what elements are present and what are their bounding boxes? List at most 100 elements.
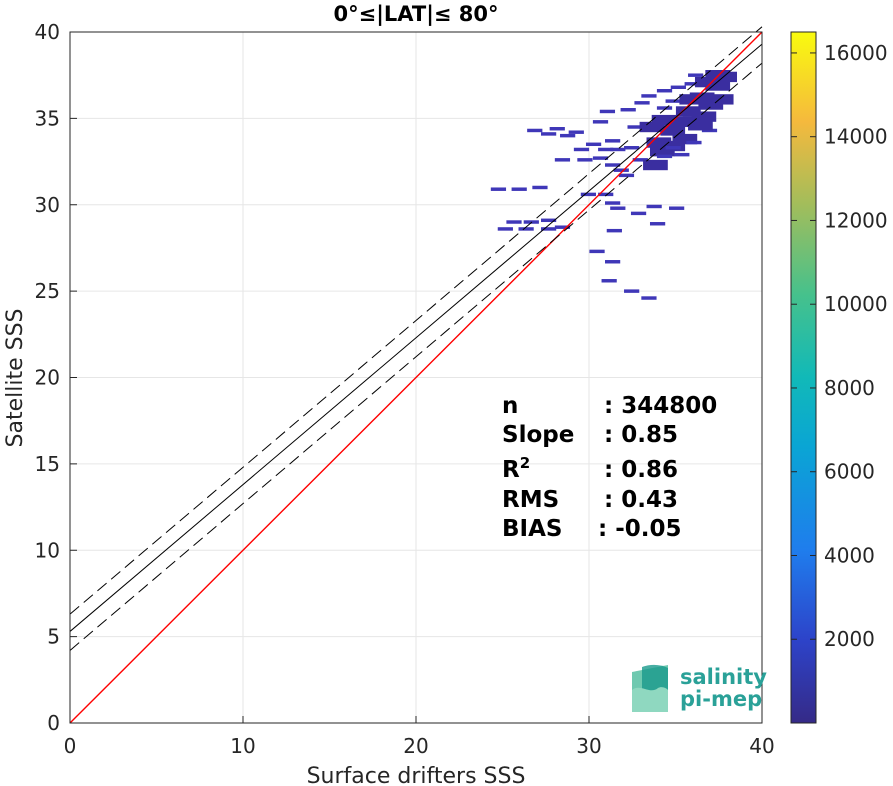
y-tick-label: 5 bbox=[47, 625, 60, 649]
density-cell bbox=[674, 152, 690, 157]
density-cell bbox=[630, 211, 647, 216]
density-cell bbox=[580, 192, 597, 197]
density-cell bbox=[605, 139, 621, 143]
density-cell bbox=[656, 89, 673, 93]
density-cell bbox=[592, 156, 609, 160]
density-cell bbox=[605, 163, 621, 167]
colorbar: 2000 4000 6000 8000 10000 12000 14000 16000 bbox=[790, 31, 888, 724]
colorbar-tick-label: 16000 bbox=[824, 41, 888, 65]
density-cell bbox=[527, 128, 543, 133]
line-identity bbox=[69, 31, 763, 724]
stat-label-slope: Slope bbox=[502, 422, 574, 448]
density-cell bbox=[605, 260, 621, 264]
stat-value-slope: : 0.85 bbox=[604, 422, 678, 448]
density-cell bbox=[689, 92, 715, 103]
density-cell bbox=[646, 137, 672, 148]
x-tick-label: 20 bbox=[403, 734, 428, 758]
colorbar-tick-label: 2000 bbox=[824, 627, 875, 651]
x-tick-label: 10 bbox=[230, 734, 255, 758]
logo-line1: salinity bbox=[680, 665, 767, 689]
y-tick-label: 15 bbox=[35, 452, 60, 476]
density-cell bbox=[649, 222, 666, 226]
density-cell bbox=[686, 140, 702, 145]
y-axis-label: Satellite SSS bbox=[3, 309, 28, 448]
density-cell bbox=[646, 204, 662, 209]
density-cell bbox=[643, 159, 668, 171]
colorbar-gradient bbox=[790, 31, 817, 724]
line-regression-fit bbox=[69, 43, 763, 632]
density-cell bbox=[540, 227, 557, 231]
density-cell bbox=[620, 108, 636, 112]
density-cell bbox=[506, 220, 522, 224]
stat-value-n: : 344800 bbox=[604, 393, 717, 419]
y-tick-label: 30 bbox=[35, 193, 60, 217]
density-cell bbox=[708, 94, 734, 105]
density-cell bbox=[610, 147, 626, 152]
density-cell bbox=[601, 279, 617, 283]
x-tick-labels: 0 10 20 30 40 bbox=[64, 734, 775, 758]
line-fit-std bbox=[69, 62, 763, 651]
density-cell bbox=[549, 127, 565, 131]
density-cell bbox=[624, 289, 640, 293]
y-tick-label: 40 bbox=[35, 20, 60, 44]
colorbar-ticks: 2000 4000 6000 8000 10000 12000 14000 16000 bbox=[791, 41, 888, 651]
density-cell bbox=[670, 85, 686, 90]
stat-label-n: n bbox=[502, 393, 518, 419]
density-cell bbox=[627, 125, 643, 129]
density-cell bbox=[518, 227, 534, 231]
density-cells bbox=[490, 70, 738, 300]
density-cell bbox=[672, 133, 698, 145]
logo-line2: pi-mep bbox=[680, 687, 762, 711]
density-cell bbox=[641, 94, 657, 98]
y-tick-labels: 0 5 10 15 20 25 30 35 40 bbox=[35, 20, 60, 735]
stat-label-bias: BIAS bbox=[502, 516, 562, 542]
density-cell bbox=[577, 158, 593, 162]
density-cell bbox=[599, 109, 616, 114]
density-cell bbox=[606, 228, 622, 233]
colorbar-tick-label: 8000 bbox=[824, 376, 875, 400]
density-cell bbox=[667, 116, 693, 128]
density-cell bbox=[532, 185, 548, 190]
density-cell bbox=[688, 73, 704, 77]
stat-value-r: : 0.86 bbox=[604, 457, 678, 483]
x-tick-label: 0 bbox=[64, 734, 77, 758]
density-cell bbox=[632, 158, 648, 162]
density-cell bbox=[688, 120, 713, 131]
fit-lines bbox=[69, 26, 763, 724]
density-cell bbox=[540, 218, 557, 223]
plot-frame bbox=[69, 31, 763, 724]
density-cell bbox=[589, 249, 605, 254]
density-cell bbox=[592, 120, 609, 124]
colorbar-tick-label: 12000 bbox=[824, 208, 888, 232]
density-cell bbox=[665, 99, 681, 103]
colorbar-tick-label: 6000 bbox=[824, 460, 875, 484]
density-cell bbox=[568, 130, 584, 134]
chart-title: 0°≤|LAT|≤ 80° bbox=[333, 2, 498, 27]
density-cell bbox=[540, 132, 557, 136]
density-cell bbox=[705, 80, 731, 91]
density-cell bbox=[665, 146, 681, 150]
colorbar-tick-label: 14000 bbox=[824, 125, 888, 149]
density-cell bbox=[598, 147, 614, 152]
line-fit-std bbox=[69, 26, 763, 615]
density-cell bbox=[660, 125, 686, 136]
y-tick-label: 10 bbox=[35, 538, 60, 562]
density-cell bbox=[613, 168, 629, 172]
density-cell bbox=[598, 192, 614, 197]
colorbar-tick-label: 4000 bbox=[824, 543, 875, 567]
density-cell bbox=[669, 206, 685, 210]
density-cell bbox=[497, 227, 513, 231]
density-cell bbox=[684, 82, 700, 86]
density-cell bbox=[490, 187, 507, 191]
x-axis-label: Surface drifters SSS bbox=[307, 764, 526, 786]
salinity-pi-mep-logo: salinity pi-mep bbox=[632, 664, 767, 712]
density-cell bbox=[610, 206, 626, 210]
logo-wave-front-icon bbox=[632, 687, 668, 712]
x-tick-label: 40 bbox=[749, 734, 774, 758]
stat-value-rms: : 0.43 bbox=[604, 487, 678, 513]
density-cell bbox=[705, 70, 731, 81]
density-cell bbox=[634, 101, 650, 105]
density-cell bbox=[618, 173, 635, 178]
density-cell bbox=[560, 133, 576, 138]
